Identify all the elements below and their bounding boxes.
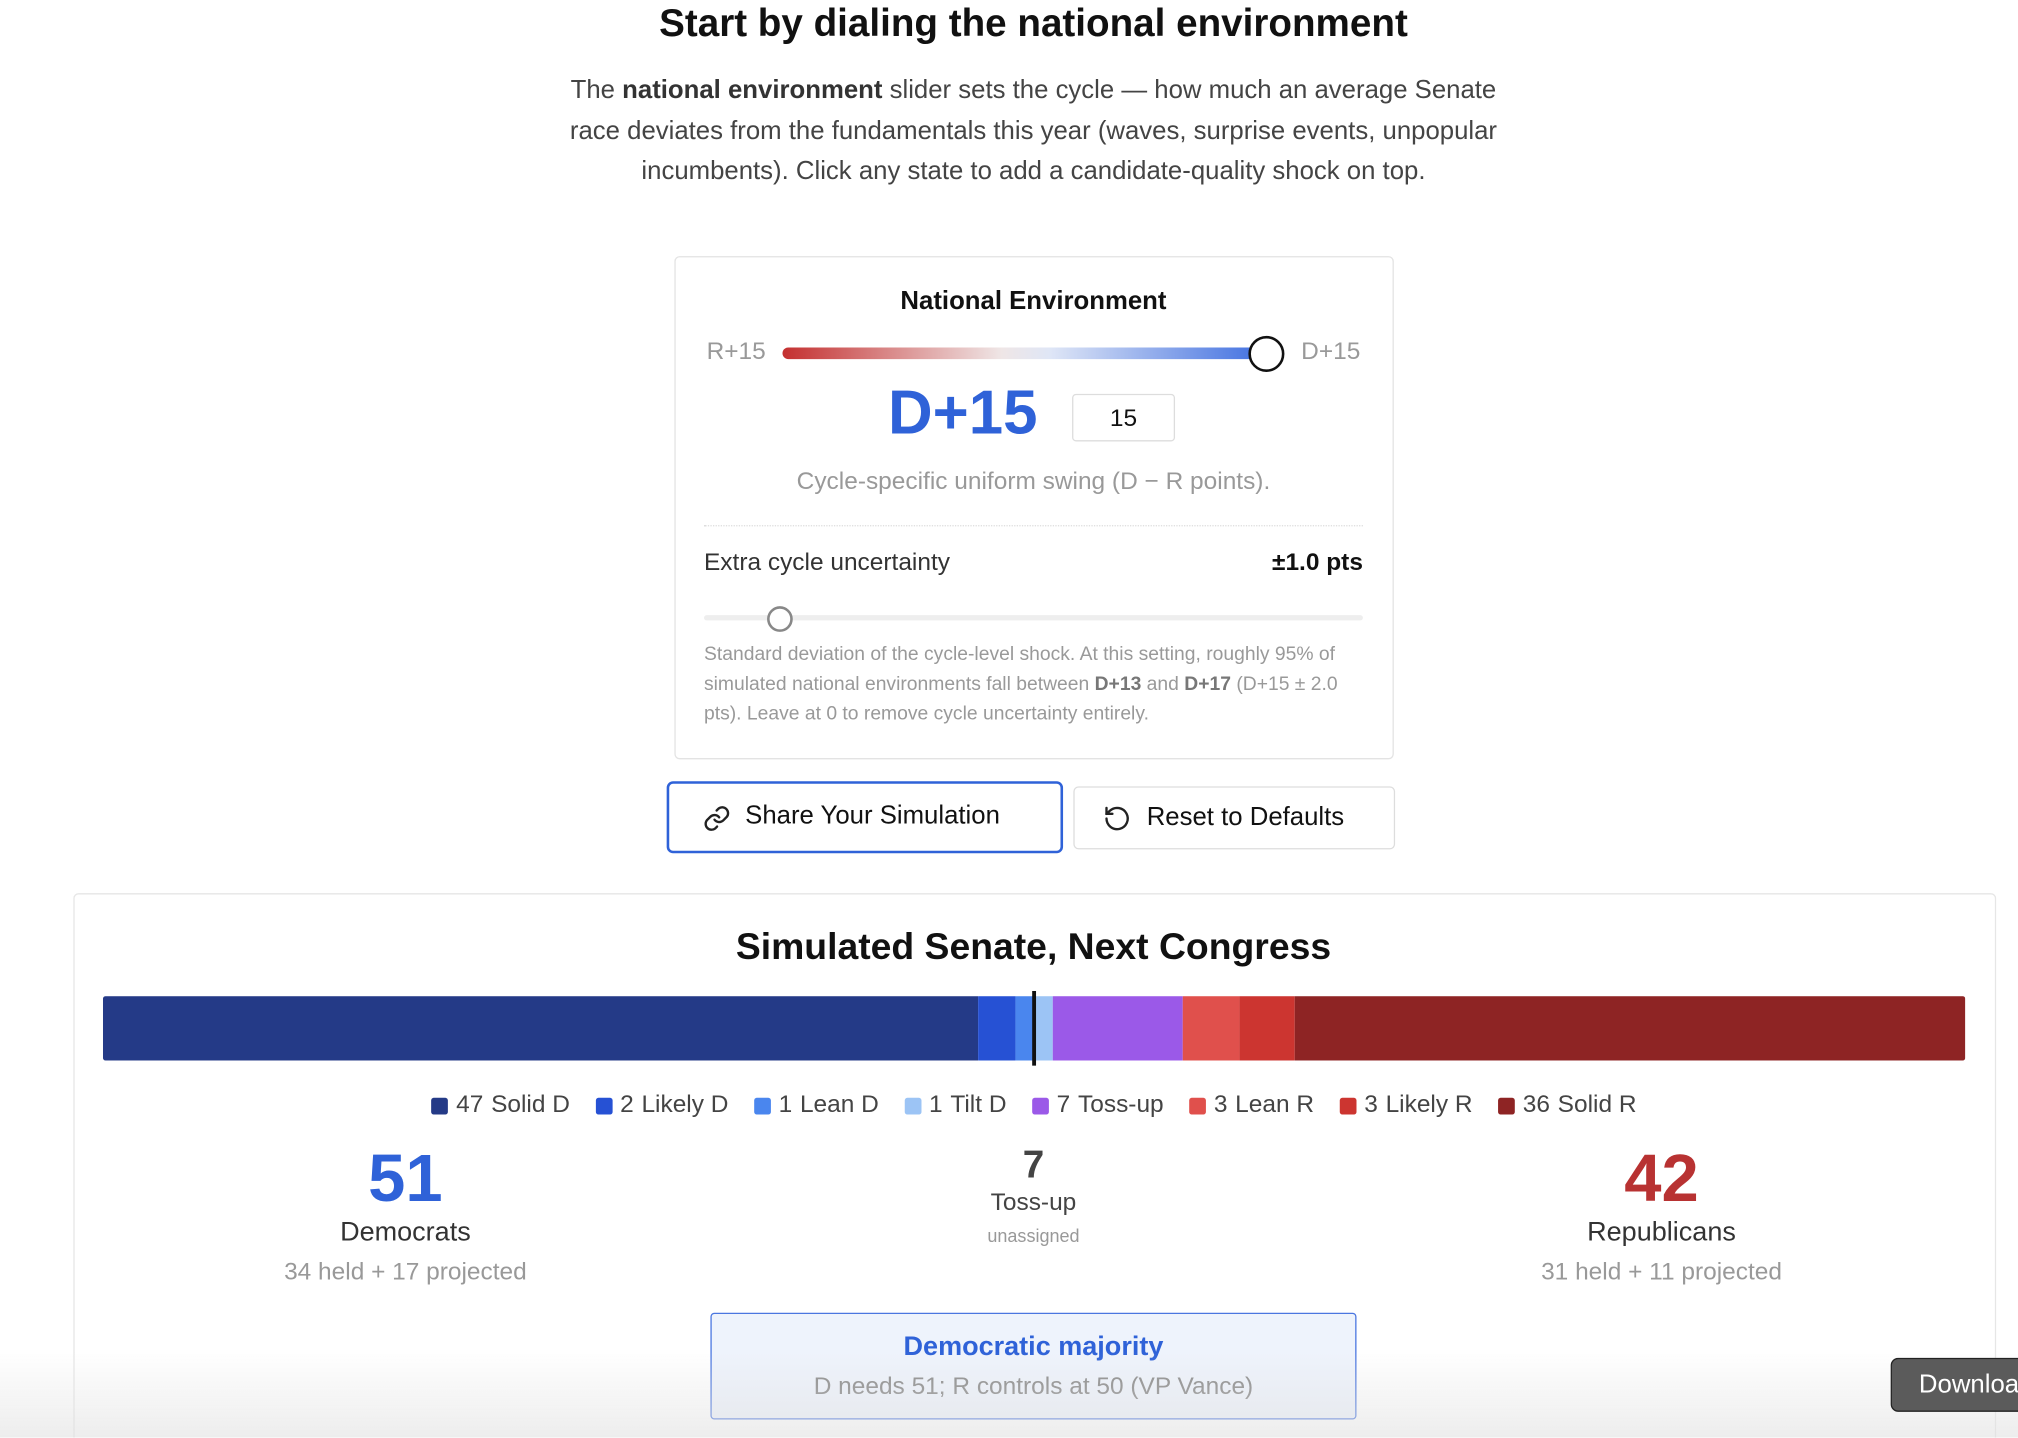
uncertainty-label: Extra cycle uncertainty bbox=[703, 549, 950, 577]
senate-title: Simulated Senate, Next Congress bbox=[735, 926, 1332, 968]
legend-count: 47 bbox=[456, 1091, 484, 1119]
seat-segment bbox=[1294, 996, 1966, 1061]
legend-item: 36 Solid R bbox=[1498, 1091, 1637, 1119]
dem-summary: 51 Democrats 34 held + 17 projected bbox=[212, 1140, 598, 1287]
seat-segment bbox=[102, 996, 979, 1061]
uncertainty-display: ±1.0 pts bbox=[1272, 549, 1363, 577]
legend-count: 1 bbox=[778, 1091, 793, 1119]
environment-caption: Cycle-specific uniform swing (D − R poin… bbox=[796, 468, 1271, 496]
seat-segment bbox=[1015, 996, 1035, 1061]
note-bold: D+17 bbox=[1184, 673, 1231, 695]
legend-swatch bbox=[431, 1097, 449, 1114]
legend-count: 2 bbox=[620, 1091, 634, 1119]
legend-label: Toss-up bbox=[1078, 1091, 1164, 1119]
dem-detail: 34 held + 17 projected bbox=[284, 1258, 527, 1286]
seat-segment bbox=[1034, 996, 1053, 1061]
legend-count: 36 bbox=[1522, 1091, 1550, 1119]
uncertainty-note: Standard deviation of the cycle-level sh… bbox=[704, 640, 1367, 729]
tossup-label: Toss-up bbox=[990, 1189, 1077, 1217]
button-label: Reset to Defaults bbox=[1146, 803, 1345, 832]
environment-display: D+15 bbox=[888, 379, 1038, 448]
legend-count: 3 bbox=[1213, 1091, 1228, 1119]
tossup-summary: 7 Toss-up unassigned bbox=[840, 1143, 1226, 1246]
share-button[interactable]: Share Your Simulation bbox=[666, 781, 1064, 854]
legend-item: 3 Likely R bbox=[1339, 1091, 1473, 1119]
uncertainty-slider-knob[interactable] bbox=[767, 606, 793, 632]
majority-box: Democratic majority D needs 51; R contro… bbox=[710, 1312, 1357, 1420]
intro-bold: national environment bbox=[622, 75, 883, 105]
page-title: Start by dialing the national environmen… bbox=[659, 2, 1408, 46]
note-text: Standard deviation of the cycle-level sh… bbox=[703, 643, 1335, 695]
environment-title: National Environment bbox=[900, 287, 1167, 316]
intro-text: slider sets the cycle — how much an aver… bbox=[569, 75, 1498, 186]
rep-count: 42 bbox=[1624, 1141, 1699, 1217]
intro-text: The bbox=[570, 75, 623, 105]
slider-min-label: R+15 bbox=[706, 338, 766, 366]
legend-item: 2 Likely D bbox=[595, 1091, 729, 1119]
legend: 47 Solid D 2 Likely D 1 Lean D 1 Tilt D 7 Toss-up… bbox=[103, 1091, 1965, 1119]
legend-swatch bbox=[1189, 1097, 1207, 1114]
divider bbox=[703, 525, 1363, 527]
legend-label: Likely D bbox=[641, 1091, 729, 1119]
rep-summary: 42 Republicans 31 held + 11 projected bbox=[1468, 1140, 1854, 1287]
download-tooltip[interactable]: Download bbox=[1890, 1357, 2018, 1412]
tooltip-clip: Download bbox=[1890, 1357, 2018, 1413]
legend-count: 1 bbox=[929, 1091, 943, 1119]
majority-detail: D needs 51; R controls at 50 (VP Vance) bbox=[813, 1373, 1254, 1401]
legend-count: 7 bbox=[1056, 1091, 1071, 1119]
note-text: and bbox=[1141, 673, 1185, 695]
seat-segment bbox=[1052, 996, 1184, 1061]
legend-swatch bbox=[1032, 1097, 1049, 1114]
note-bold: D+13 bbox=[1094, 673, 1142, 695]
intro: The national environment slider sets the… bbox=[557, 71, 1509, 193]
legend-label: Solid D bbox=[491, 1091, 570, 1119]
tossup-detail: unassigned bbox=[987, 1225, 1080, 1246]
legend-item: 1 Lean D bbox=[754, 1091, 879, 1119]
legend-label: Lean R bbox=[1235, 1091, 1315, 1119]
environment-slider-track[interactable] bbox=[782, 347, 1269, 360]
legend-item: 7 Toss-up bbox=[1032, 1091, 1164, 1119]
senate-panel bbox=[73, 893, 1997, 1438]
rep-detail: 31 held + 11 projected bbox=[1541, 1258, 1782, 1286]
legend-swatch bbox=[754, 1097, 771, 1114]
majority-line bbox=[1032, 990, 1037, 1066]
uncertainty-slider-track[interactable] bbox=[703, 615, 1363, 621]
legend-swatch bbox=[904, 1097, 922, 1114]
rep-label: Republicans bbox=[1587, 1217, 1736, 1248]
environment-slider-knob[interactable] bbox=[1248, 335, 1285, 372]
reset-icon bbox=[1105, 806, 1129, 831]
seat-segment bbox=[1238, 996, 1295, 1061]
legend-swatch bbox=[1339, 1097, 1357, 1114]
majority-title: Democratic majority bbox=[903, 1332, 1164, 1362]
legend-label: Lean D bbox=[799, 1091, 879, 1119]
legend-item: 47 Solid D bbox=[431, 1091, 570, 1119]
dem-label: Democrats bbox=[340, 1217, 471, 1248]
legend-swatch bbox=[595, 1097, 613, 1114]
tossup-count: 7 bbox=[1022, 1144, 1045, 1187]
dem-count: 51 bbox=[368, 1141, 443, 1217]
reset-button[interactable]: Reset to Defaults bbox=[1073, 786, 1396, 850]
legend-swatch bbox=[1498, 1097, 1516, 1114]
legend-item: 3 Lean R bbox=[1189, 1091, 1314, 1119]
legend-label: Solid R bbox=[1557, 1091, 1637, 1119]
legend-count: 3 bbox=[1364, 1091, 1378, 1119]
legend-item: 1 Tilt D bbox=[904, 1091, 1007, 1119]
legend-label: Likely R bbox=[1385, 1091, 1473, 1119]
link-icon bbox=[704, 806, 730, 831]
environment-input[interactable]: 15 bbox=[1072, 393, 1176, 442]
legend-label: Tilt D bbox=[950, 1091, 1007, 1119]
environment-card bbox=[674, 256, 1394, 760]
seat-segment bbox=[1183, 996, 1239, 1061]
note-text: (D+15 ± 2.0 pts). Leave at 0 to remove c… bbox=[703, 673, 1338, 725]
slider-max-label: D+15 bbox=[1301, 338, 1361, 366]
seat-bar bbox=[102, 996, 1966, 1061]
seat-segment bbox=[978, 996, 1016, 1061]
button-label: Share Your Simulation bbox=[745, 801, 1000, 831]
